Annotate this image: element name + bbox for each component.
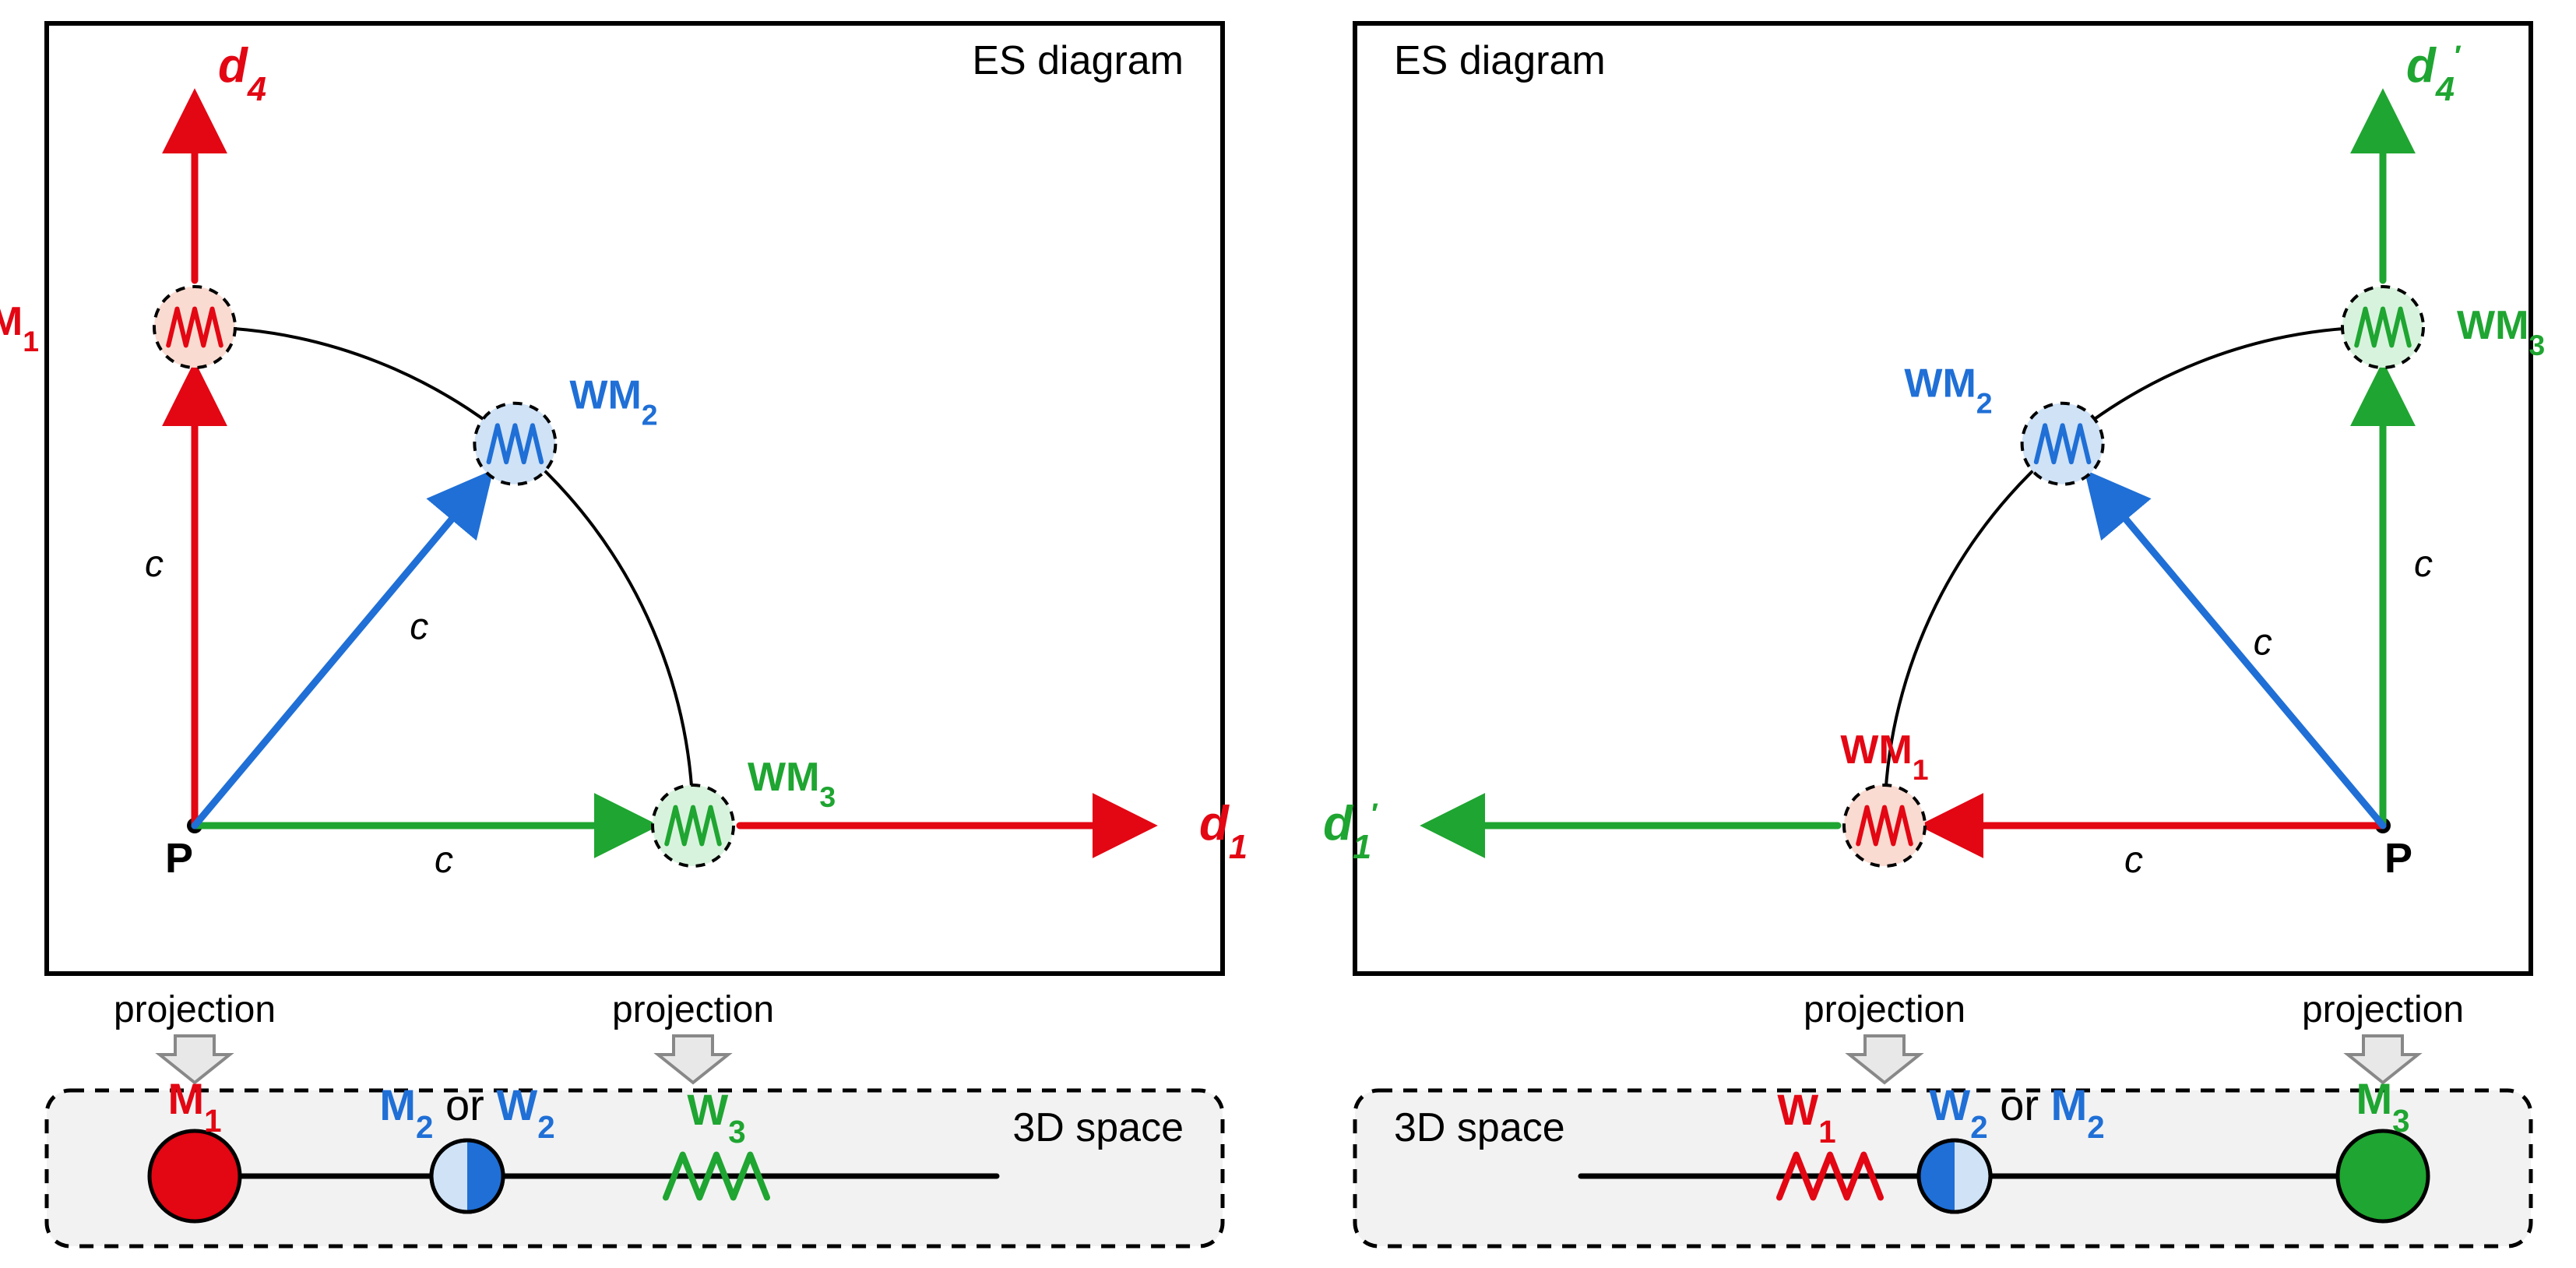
svg-text:3D space: 3D space bbox=[1012, 1105, 1184, 1150]
svg-text:c: c bbox=[2124, 840, 2143, 881]
svg-text:c: c bbox=[435, 840, 453, 881]
svg-text:P: P bbox=[165, 835, 193, 882]
es-diagram-title: ES diagram bbox=[1394, 38, 1606, 83]
svg-text:c: c bbox=[145, 544, 164, 585]
panel-left: ES diagramPcccd1d4WM1WM2WM3projectionpro… bbox=[0, 23, 1248, 1246]
projection-label: projection bbox=[114, 989, 276, 1030]
projection-label: projection bbox=[612, 989, 774, 1030]
wm-label: WM1 bbox=[0, 299, 39, 358]
svg-text:3D space: 3D space bbox=[1394, 1105, 1565, 1150]
panel-right: ES diagramPcccd1′d4′WM1WM2WM3projectionp… bbox=[1323, 23, 2545, 1246]
svg-text:c: c bbox=[2414, 544, 2433, 585]
svg-text:c: c bbox=[2254, 622, 2272, 663]
projection-label: projection bbox=[2302, 989, 2464, 1030]
svg-text:P: P bbox=[2384, 835, 2412, 882]
es-diagram-title: ES diagram bbox=[972, 38, 1184, 83]
svg-text:c: c bbox=[410, 606, 428, 647]
projection-label: projection bbox=[1804, 989, 1965, 1030]
diagram-root: ES diagramPcccd1d4WM1WM2WM3projectionpro… bbox=[0, 0, 2576, 1268]
